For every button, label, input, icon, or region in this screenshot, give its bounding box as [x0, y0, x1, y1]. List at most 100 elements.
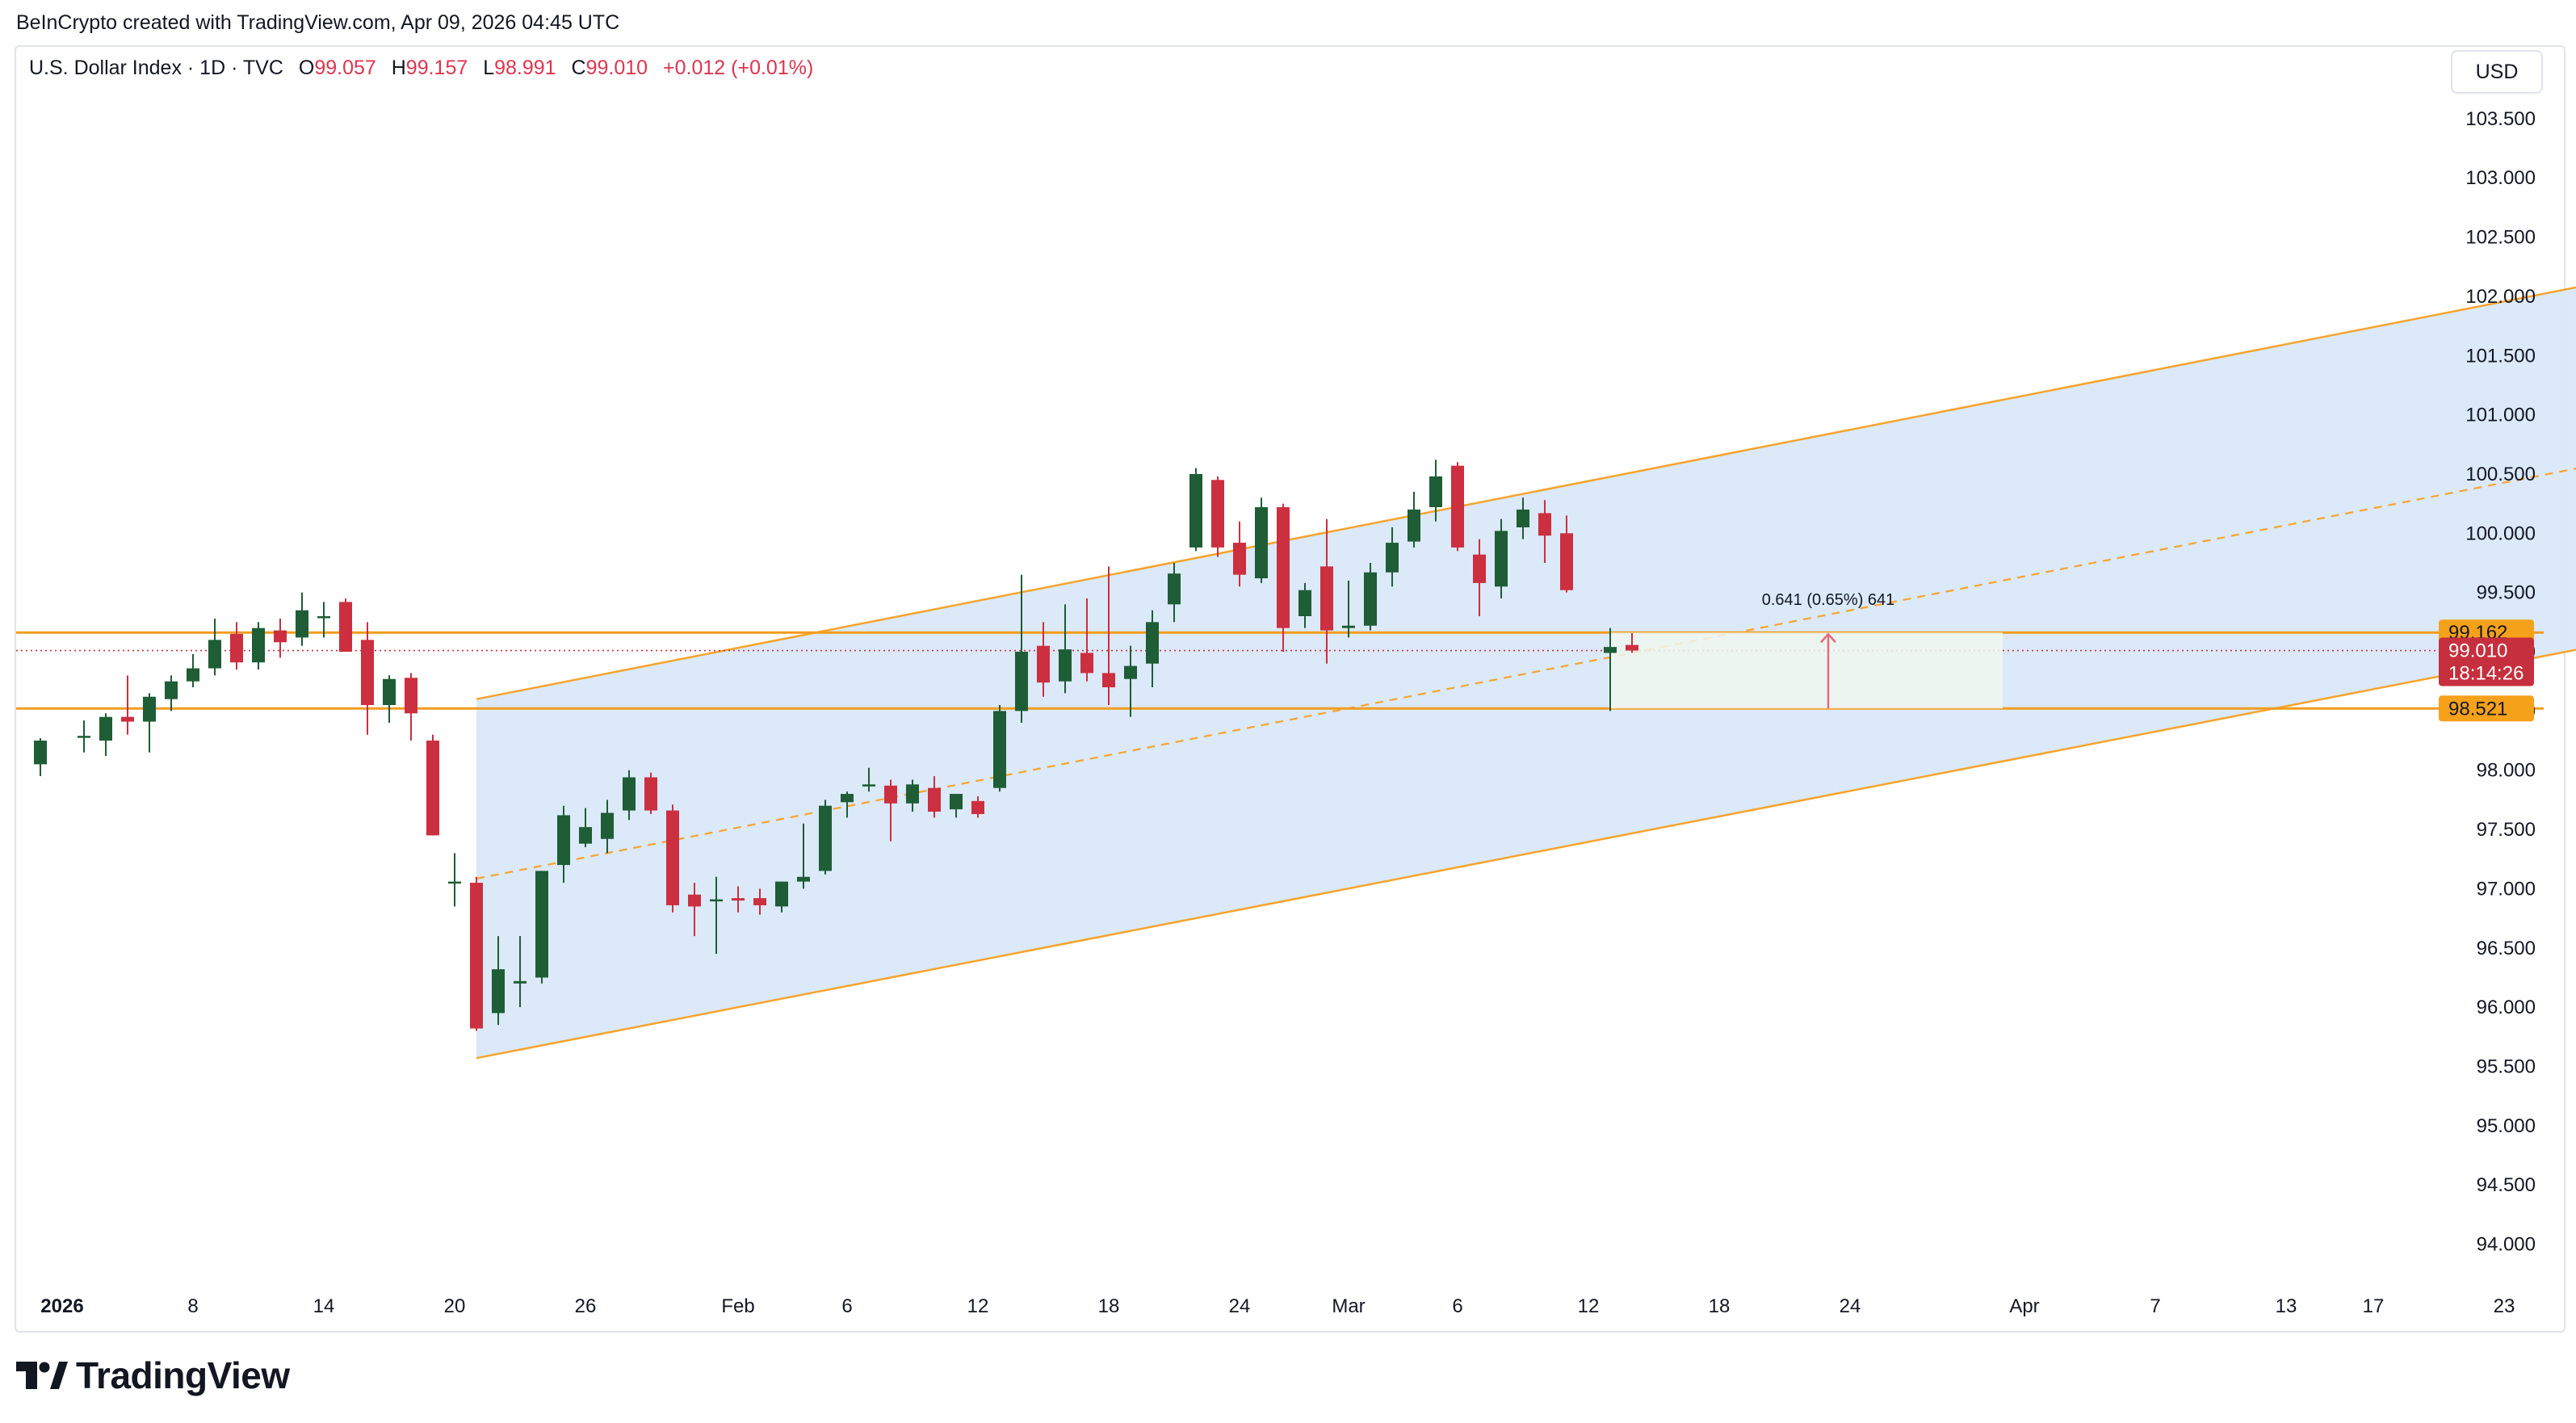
candle-body	[121, 716, 134, 722]
candle-body	[34, 741, 47, 765]
candle-body	[579, 827, 592, 844]
levels-layer	[16, 631, 2544, 710]
candle-body	[601, 812, 614, 839]
x-tick-label: 23	[2494, 1295, 2515, 1317]
y-tick-label: 95.000	[2477, 1115, 2536, 1137]
candle-body	[339, 602, 352, 652]
y-tick-label: 96.500	[2477, 938, 2536, 959]
close-label: C	[571, 57, 586, 79]
y-tick-label: 97.000	[2477, 878, 2536, 900]
candle-body	[1211, 480, 1224, 548]
candle-body	[1538, 513, 1551, 536]
candle-body	[1233, 543, 1246, 575]
candle-body	[405, 678, 417, 714]
candle-body	[1146, 622, 1159, 664]
candle-body	[1364, 572, 1377, 626]
candle-body	[143, 696, 156, 722]
candle-body	[1037, 645, 1050, 683]
candle-body	[1495, 531, 1508, 587]
candle-body	[1189, 473, 1202, 548]
candle-body	[1102, 673, 1115, 688]
y-tick-label: 103.500	[2465, 108, 2536, 130]
candle-body	[841, 794, 854, 803]
x-tick-label: 24	[1840, 1295, 1861, 1317]
y-tick-label: 98.000	[2477, 760, 2536, 782]
candle-body	[644, 777, 657, 811]
candle-body	[1386, 543, 1399, 573]
candle-body	[1604, 647, 1617, 653]
candle-body	[1298, 590, 1311, 616]
candle-body	[296, 610, 308, 638]
candle-body	[448, 881, 461, 884]
candle-body	[274, 630, 287, 643]
tradingview-logo[interactable]: TradingView	[16, 1354, 290, 1397]
measure-arrowhead	[1820, 632, 1836, 644]
close-value: 99.010	[585, 57, 648, 79]
bar-countdown-label: 18:14:26	[2448, 663, 2524, 685]
candle-body	[1342, 625, 1355, 628]
candle-body	[993, 711, 1006, 788]
tradingview-wordmark: TradingView	[76, 1354, 290, 1396]
candle-body	[775, 881, 788, 907]
low-label: L	[483, 57, 495, 79]
candle-body	[514, 980, 527, 984]
candle-body	[971, 800, 984, 814]
x-tick-label: 6	[1452, 1295, 1462, 1317]
candle-body	[252, 628, 265, 663]
x-tick-label: 6	[841, 1295, 852, 1317]
candle-body	[1626, 644, 1638, 651]
candle-body	[1124, 665, 1137, 679]
candle-body	[884, 785, 897, 804]
candle-body	[906, 784, 919, 804]
candle-body	[950, 794, 963, 810]
candle-body	[1255, 507, 1268, 579]
y-tick-label: 101.500	[2465, 345, 2536, 367]
open-value: 99.057	[314, 57, 376, 79]
symbol-title[interactable]: U.S. Dollar Index · 1D · TVC	[29, 57, 283, 79]
channel-layer	[476, 286, 2576, 1060]
candle-body	[99, 716, 112, 741]
candle-body	[1277, 507, 1290, 628]
x-tick-label: 2026	[40, 1295, 83, 1317]
candles-layer	[34, 460, 1638, 1031]
candle-body	[1560, 533, 1573, 590]
y-tick-label: 97.500	[2477, 819, 2536, 841]
x-tick-label: 17	[2363, 1295, 2385, 1317]
x-tick-label: 14	[313, 1295, 335, 1317]
candle-body	[208, 640, 221, 669]
x-tick-label: Feb	[721, 1295, 754, 1317]
x-tick-label: 18	[1098, 1295, 1120, 1317]
y-tick-label: 102.000	[2465, 286, 2536, 308]
high-label: H	[391, 57, 406, 79]
candle-body	[623, 777, 636, 811]
candle-body	[797, 876, 810, 882]
x-tick-label: 20	[444, 1295, 466, 1317]
candle-body	[928, 787, 941, 812]
candle-body	[1320, 566, 1333, 631]
y-tick-label: 99.500	[2477, 582, 2536, 604]
candle-body	[361, 640, 374, 706]
y-tick-label: 96.000	[2477, 997, 2536, 1018]
level-price-label-bg	[2439, 695, 2534, 722]
current-price-label: 99.010	[2448, 640, 2507, 662]
candle-body	[230, 633, 243, 663]
currency-button[interactable]: USD	[2451, 50, 2543, 94]
x-tick-label: 26	[575, 1295, 597, 1317]
ohlc-legend: U.S. Dollar Index · 1D · TVC O99.057 H99…	[29, 57, 813, 80]
x-tick-label: Apr	[2009, 1295, 2039, 1317]
x-tick-label: 18	[1709, 1295, 1731, 1317]
measure-box	[1610, 632, 2003, 709]
y-tick-label: 95.500	[2477, 1056, 2536, 1077]
channel-lower-line	[476, 649, 2576, 1060]
current-price-tag-bg	[2439, 637, 2534, 686]
tradingview-logo-icon	[16, 1362, 68, 1389]
candle-body	[535, 871, 548, 978]
candle-body	[1059, 649, 1072, 682]
candle-body	[317, 615, 330, 619]
channel-fill	[476, 287, 2576, 1059]
x-tick-label: 12	[967, 1295, 989, 1317]
y-tick-label: 101.000	[2465, 405, 2536, 426]
candle-body	[165, 681, 178, 699]
